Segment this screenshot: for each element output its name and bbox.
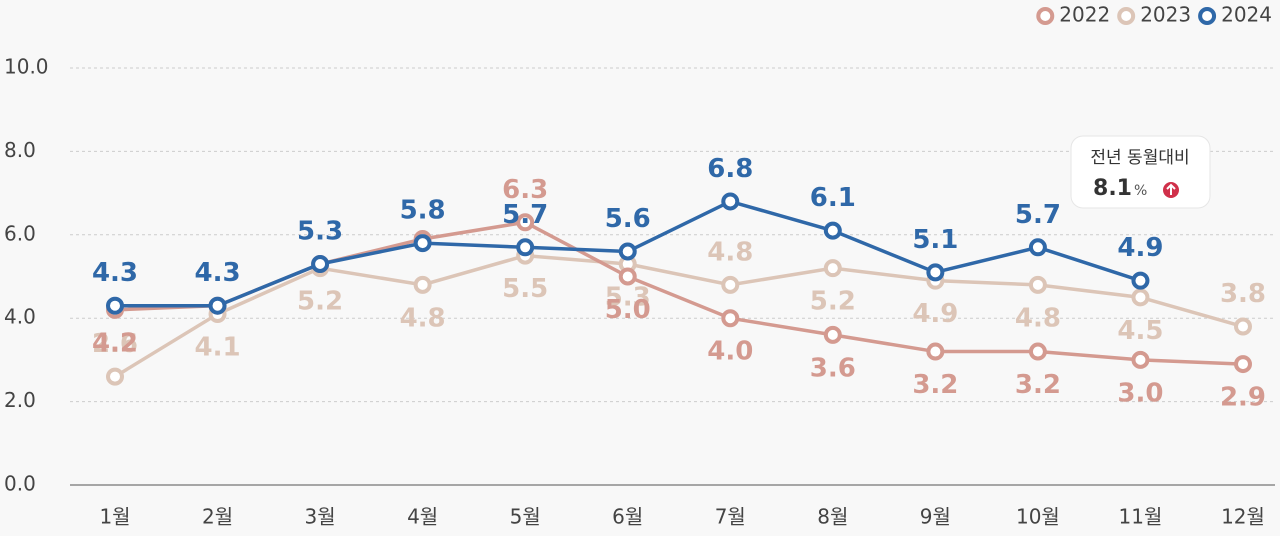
data-label: 4.0 bbox=[707, 337, 753, 367]
data-point bbox=[311, 254, 330, 273]
data-point bbox=[926, 342, 945, 361]
data-label: 3.8 bbox=[1220, 279, 1266, 309]
x-tick-label: 6월 bbox=[612, 505, 643, 529]
x-tick-label: 9월 bbox=[920, 505, 951, 529]
annotation: 전년 동월대비 8.1 % bbox=[1070, 135, 1211, 209]
data-label: 5.6 bbox=[605, 204, 651, 234]
data-label: 5.2 bbox=[297, 287, 343, 317]
data-point bbox=[1131, 350, 1150, 369]
x-tick-label: 10월 bbox=[1016, 505, 1060, 529]
annotation-value: 8.1 bbox=[1093, 176, 1132, 201]
annotation-title: 전년 동월대비 bbox=[1090, 148, 1189, 168]
data-point bbox=[823, 221, 842, 240]
data-label: 3.6 bbox=[810, 353, 856, 383]
data-label: 5.7 bbox=[502, 200, 548, 230]
data-point bbox=[208, 296, 227, 315]
data-point bbox=[106, 296, 124, 315]
data-label: 5.2 bbox=[810, 287, 856, 317]
data-point bbox=[823, 259, 842, 278]
data-point bbox=[1028, 342, 1047, 361]
data-point bbox=[413, 234, 432, 253]
data-point bbox=[1028, 275, 1047, 294]
data-point bbox=[823, 325, 842, 344]
data-label: 5.3 bbox=[297, 216, 343, 246]
series-line bbox=[114, 253, 1244, 379]
data-label: 2.9 bbox=[1220, 383, 1266, 413]
data-point bbox=[1131, 271, 1150, 290]
data-point bbox=[1234, 317, 1252, 336]
y-tick-label: 10.0 bbox=[4, 55, 49, 79]
data-label: 4.5 bbox=[1117, 316, 1163, 346]
data-label: 6.1 bbox=[810, 183, 856, 213]
x-tick-label: 3월 bbox=[305, 505, 336, 529]
data-point bbox=[721, 192, 740, 211]
data-label: 4.8 bbox=[707, 237, 753, 267]
data-label: 4.1 bbox=[195, 333, 241, 363]
data-label: 5.5 bbox=[502, 274, 548, 304]
data-point bbox=[413, 275, 432, 294]
x-tick-label: 7월 bbox=[715, 505, 746, 529]
x-tick-label: 4월 bbox=[407, 505, 438, 529]
up-arrow bbox=[1166, 183, 1176, 195]
legend-marker bbox=[1117, 7, 1136, 25]
data-point bbox=[618, 267, 637, 286]
x-tick-label: 5월 bbox=[510, 505, 541, 529]
data-label: 5.3 bbox=[605, 282, 651, 312]
data-point bbox=[1028, 238, 1047, 257]
data-point bbox=[721, 275, 740, 294]
legend-marker bbox=[1036, 7, 1055, 25]
data-point bbox=[926, 263, 945, 282]
data-point bbox=[516, 238, 535, 257]
y-tick-label: 2.0 bbox=[4, 388, 36, 412]
data-label: 4.8 bbox=[400, 303, 446, 333]
x-tick-label: 2월 bbox=[202, 505, 233, 529]
series-line bbox=[114, 220, 1244, 366]
data-label: 6.8 bbox=[707, 154, 753, 184]
data-label: 3.2 bbox=[912, 370, 958, 400]
legend-label: 2023 bbox=[1140, 3, 1191, 27]
data-label: 2.6 bbox=[92, 329, 138, 359]
data-label: 6.3 bbox=[502, 175, 548, 205]
data-label: 4.3 bbox=[195, 258, 241, 288]
x-tick-label: 11월 bbox=[1119, 505, 1163, 529]
data-point bbox=[1234, 355, 1252, 374]
x-tick-label: 12월 bbox=[1221, 505, 1265, 529]
data-label: 5.1 bbox=[912, 225, 958, 255]
data-label: 3.0 bbox=[1117, 378, 1163, 408]
data-label: 4.3 bbox=[92, 258, 138, 288]
legend-label: 2022 bbox=[1059, 3, 1110, 27]
data-label: 5.7 bbox=[1015, 200, 1061, 230]
data-point bbox=[721, 309, 740, 328]
data-label: 4.8 bbox=[1015, 303, 1061, 333]
x-tick-label: 1월 bbox=[99, 505, 130, 529]
data-label: 5.8 bbox=[400, 196, 446, 226]
data-point bbox=[618, 242, 637, 261]
y-tick-label: 8.0 bbox=[4, 138, 36, 162]
x-tick-label: 8월 bbox=[817, 505, 848, 529]
data-point bbox=[516, 213, 535, 232]
legend-marker bbox=[1198, 7, 1217, 25]
y-tick-label: 6.0 bbox=[4, 221, 36, 245]
annotation-unit: % bbox=[1134, 183, 1147, 199]
data-label: 5.0 bbox=[605, 295, 651, 325]
data-point bbox=[1131, 288, 1150, 307]
data-label: 4.9 bbox=[1117, 233, 1163, 263]
y-tick-label: 4.0 bbox=[4, 305, 36, 329]
legend-label: 2024 bbox=[1221, 3, 1272, 27]
data-label: 3.2 bbox=[1015, 370, 1061, 400]
y-tick-label: 0.0 bbox=[4, 472, 36, 496]
data-label: 4.9 bbox=[912, 299, 958, 329]
data-label: 4.2 bbox=[92, 328, 138, 358]
data-point bbox=[106, 367, 124, 386]
